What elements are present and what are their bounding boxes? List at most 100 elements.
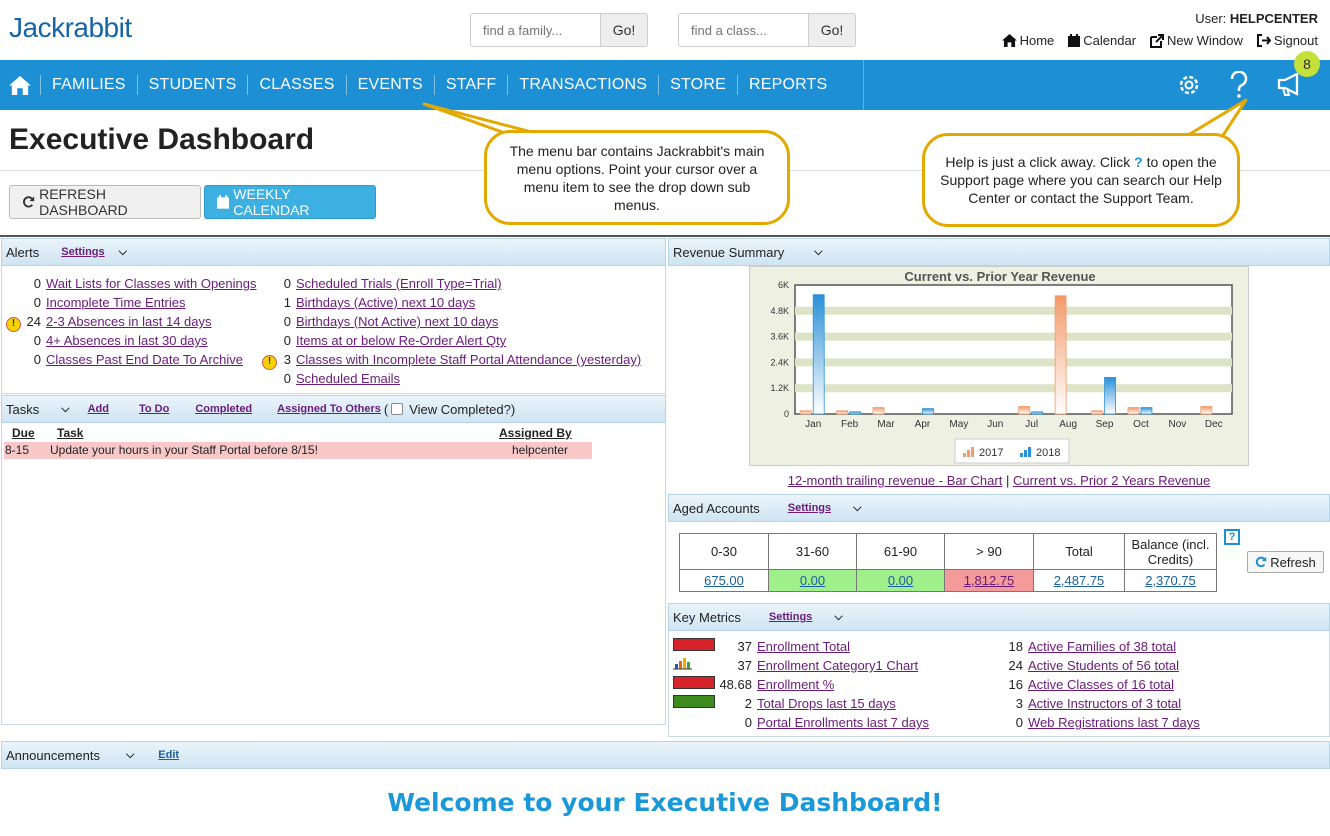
- alert-link[interactable]: 4+ Absences in last 30 days: [46, 333, 208, 348]
- class-search-input[interactable]: [678, 13, 808, 47]
- metric-status-bar: [673, 676, 715, 689]
- tasks-add-link[interactable]: Add: [87, 403, 109, 415]
- alert-count: 0: [33, 276, 41, 291]
- metric-indicator: [673, 694, 717, 713]
- y-tick-label: 4.8K: [770, 306, 789, 316]
- alert-link[interactable]: Incomplete Time Entries: [46, 295, 186, 310]
- view-completed-checkbox[interactable]: [391, 403, 404, 415]
- nav-students[interactable]: STUDENTS: [136, 75, 248, 95]
- collapse-chevron-icon[interactable]: ⌵: [834, 610, 843, 623]
- metric-link[interactable]: Active Students of 56 total: [1028, 658, 1180, 673]
- alert-link[interactable]: Birthdays (Not Active) next 10 days: [296, 314, 499, 329]
- new-window-link[interactable]: New Window: [1150, 33, 1243, 48]
- aged-refresh-button[interactable]: Refresh: [1247, 551, 1324, 573]
- metric-link[interactable]: Enrollment Total: [757, 639, 850, 654]
- metric-link[interactable]: Active Classes of 16 total: [1028, 677, 1174, 692]
- tasks-title: Tasks: [6, 401, 40, 417]
- metric-link[interactable]: Enrollment %: [757, 677, 835, 692]
- nav-families[interactable]: FAMILIES: [40, 75, 137, 95]
- trailing-revenue-link[interactable]: 12-month trailing revenue - Bar Chart: [787, 473, 1003, 488]
- tasks-header: Tasks ⌵ Add To Do Completed Assigned To …: [1, 395, 666, 423]
- aged-value-0-30[interactable]: 675.00: [679, 569, 769, 592]
- tasks-col-assigned[interactable]: Assigned By: [499, 426, 572, 440]
- aged-value-total[interactable]: 2,487.75: [1033, 569, 1125, 592]
- metric-link[interactable]: Total Drops last 15 days: [757, 696, 896, 711]
- metric-indicator: [673, 637, 717, 656]
- aged-value-90plus[interactable]: 1,812.75: [944, 569, 1034, 592]
- metric-row: 2 Total Drops last 15 days: [673, 694, 896, 713]
- gear-icon[interactable]: [1176, 72, 1202, 98]
- signout-link[interactable]: Signout: [1256, 33, 1318, 48]
- revenue-chart: Current vs. Prior Year Revenue 0 1.2K 2.4K 3…: [749, 266, 1249, 466]
- alert-link[interactable]: Items at or below Re-Order Alert Qty: [296, 333, 507, 348]
- metric-link[interactable]: Web Registrations last 7 days: [1028, 715, 1200, 730]
- revenue-title: Revenue Summary: [673, 244, 785, 260]
- nav-staff[interactable]: STAFF: [433, 75, 507, 95]
- nav-home-button[interactable]: [0, 75, 40, 95]
- tasks-assigned-others-link[interactable]: Assigned To Others: [277, 403, 381, 415]
- class-search: Go!: [678, 13, 856, 47]
- collapse-chevron-icon[interactable]: ⌵: [61, 402, 70, 415]
- collapse-chevron-icon[interactable]: ⌵: [814, 245, 823, 258]
- aged-value-balance[interactable]: 2,370.75: [1124, 569, 1217, 592]
- alert-link[interactable]: Classes with Incomplete Staff Portal Att…: [296, 352, 642, 367]
- aged-help-icon[interactable]: ?: [1224, 529, 1240, 545]
- nav-reports[interactable]: REPORTS: [736, 75, 838, 95]
- alert-link[interactable]: Scheduled Emails: [296, 371, 401, 386]
- calendar-link[interactable]: Calendar: [1068, 33, 1136, 48]
- alert-warning-slot: [6, 293, 23, 312]
- metric-value: 37: [737, 658, 752, 673]
- y-tick-label: 1.2K: [770, 383, 789, 393]
- family-search-go-button[interactable]: Go!: [600, 13, 648, 47]
- metric-value: 0: [744, 715, 752, 730]
- view-completed-label: View Completed?): [409, 401, 516, 417]
- alert-link[interactable]: Wait Lists for Classes with Openings: [46, 276, 257, 291]
- table-row[interactable]: 8-15 Update your hours in your Staff Por…: [4, 442, 592, 459]
- announcements-edit-link[interactable]: Edit: [158, 749, 180, 761]
- user-info: User: HELPCENTER: [1195, 11, 1318, 26]
- aged-value-61-90[interactable]: 0.00: [856, 569, 945, 592]
- metric-link[interactable]: Active Instructors of 3 total: [1028, 696, 1182, 711]
- home-link[interactable]: Home: [1001, 33, 1054, 48]
- key-metrics-header: Key Metrics Settings ⌵: [668, 603, 1330, 631]
- aged-value-31-60[interactable]: 0.00: [768, 569, 857, 592]
- refresh-dashboard-button[interactable]: REFRESH DASHBOARD: [9, 185, 201, 219]
- jackrabbit-logo[interactable]: Jackrabbit: [9, 12, 132, 43]
- legend-label: 2017: [979, 447, 1003, 459]
- alerts-settings-link[interactable]: Settings: [61, 246, 105, 258]
- aged-settings-link[interactable]: Settings: [787, 502, 832, 514]
- help-icon[interactable]: [1228, 71, 1250, 99]
- tasks-completed-link[interactable]: Completed: [195, 403, 253, 415]
- metrics-settings-link[interactable]: Settings: [768, 611, 813, 623]
- alert-link[interactable]: Classes Past End Date To Archive: [46, 352, 244, 367]
- tasks-panel: Due Task Assigned By 8-15 Update your ho…: [1, 423, 666, 725]
- nav-classes[interactable]: CLASSES: [247, 75, 345, 95]
- class-search-go-button[interactable]: Go!: [808, 13, 856, 47]
- alert-link[interactable]: 2-3 Absences in last 14 days: [46, 314, 212, 329]
- metric-link[interactable]: Active Families of 38 total: [1028, 639, 1177, 654]
- collapse-chevron-icon[interactable]: ⌵: [125, 748, 135, 761]
- tasks-col-due[interactable]: Due: [12, 426, 35, 440]
- alert-link[interactable]: Scheduled Trials (Enroll Type=Trial): [296, 276, 502, 291]
- y-tick-label: 0: [784, 409, 789, 419]
- prior-years-revenue-link[interactable]: Current vs. Prior 2 Years Revenue: [1012, 473, 1211, 488]
- tasks-col-task[interactable]: Task: [57, 426, 84, 440]
- collapse-chevron-icon[interactable]: ⌵: [853, 501, 862, 514]
- bar-chart-icon[interactable]: [673, 656, 693, 670]
- x-tick-label: Sep: [1096, 419, 1114, 430]
- nav-transactions[interactable]: TRANSACTIONS: [507, 75, 658, 95]
- alert-link[interactable]: Birthdays (Active) next 10 days: [296, 295, 476, 310]
- announcements-button[interactable]: 8: [1276, 51, 1320, 99]
- nav-events[interactable]: EVENTS: [345, 75, 434, 95]
- metric-value: 24: [1008, 658, 1023, 673]
- metric-link[interactable]: Enrollment Category1 Chart: [757, 658, 919, 673]
- bar-2017-sep: [1091, 410, 1103, 415]
- family-search-input[interactable]: [470, 13, 600, 47]
- revenue-links: 12-month trailing revenue - Bar Chart | …: [668, 473, 1330, 488]
- tasks-todo-link[interactable]: To Do: [138, 403, 170, 415]
- metric-value: 18: [1008, 639, 1023, 654]
- collapse-chevron-icon[interactable]: ⌵: [118, 245, 127, 258]
- metric-link[interactable]: Portal Enrollments last 7 days: [757, 715, 929, 730]
- nav-store[interactable]: STORE: [658, 75, 737, 95]
- weekly-calendar-button[interactable]: WEEKLY CALENDAR: [204, 185, 376, 219]
